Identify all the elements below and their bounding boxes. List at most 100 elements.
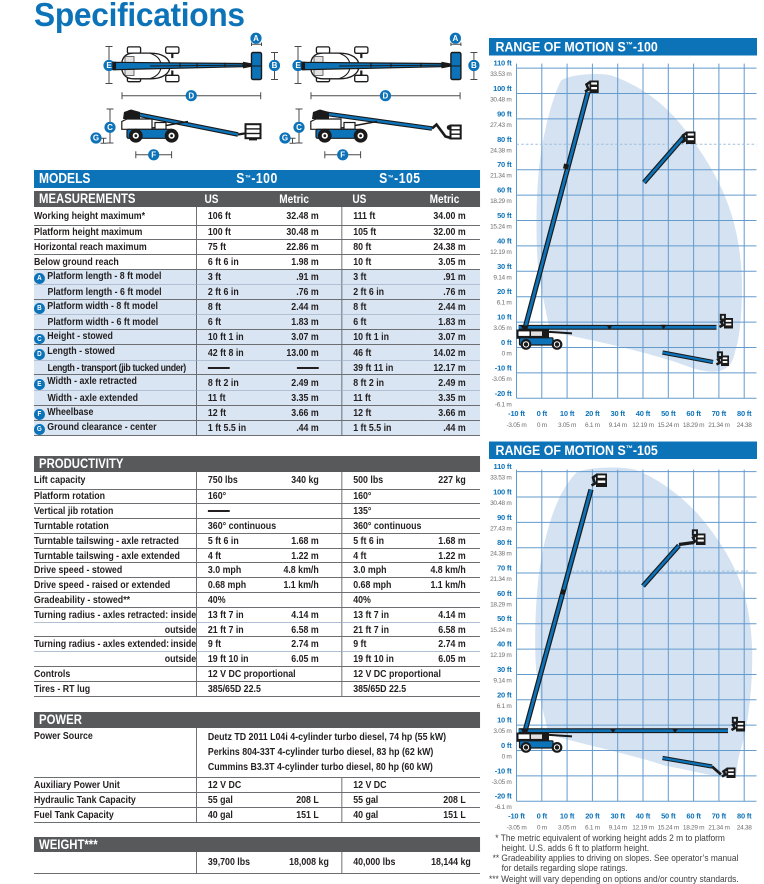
- svg-text:15.24 m: 15.24 m: [490, 224, 511, 231]
- svg-text:70 ft: 70 ft: [497, 160, 512, 169]
- svg-text:12.19 m: 12.19 m: [632, 422, 653, 429]
- svg-text:24.38 m: 24.38 m: [490, 147, 511, 154]
- svg-text:C: C: [107, 123, 113, 132]
- svg-text:18.29 m: 18.29 m: [683, 825, 704, 832]
- svg-text:18.29 m: 18.29 m: [490, 601, 511, 608]
- svg-text:70 ft: 70 ft: [712, 409, 727, 418]
- svg-text:24.38 m: 24.38 m: [490, 551, 511, 558]
- svg-text:21.34 m: 21.34 m: [708, 825, 729, 832]
- svg-text:40 ft: 40 ft: [636, 812, 651, 821]
- svg-text:60 ft: 60 ft: [686, 409, 701, 418]
- svg-text:50 ft: 50 ft: [661, 409, 676, 418]
- svg-text:B: B: [272, 61, 278, 70]
- svg-text:80 ft: 80 ft: [497, 538, 512, 547]
- svg-text:60 ft: 60 ft: [497, 186, 512, 195]
- svg-text:D: D: [383, 91, 389, 100]
- svg-text:100 ft: 100 ft: [493, 488, 512, 497]
- svg-text:80 ft: 80 ft: [737, 409, 752, 418]
- svg-text:12.19 m: 12.19 m: [632, 825, 653, 832]
- svg-text:110 ft: 110 ft: [494, 462, 513, 471]
- svg-text:18.29 m: 18.29 m: [683, 422, 704, 429]
- svg-text:20 ft: 20 ft: [497, 690, 512, 699]
- svg-text:F: F: [340, 150, 345, 159]
- svg-text:C: C: [296, 123, 302, 132]
- svg-text:3.05 m: 3.05 m: [558, 825, 576, 832]
- svg-text:0 ft: 0 ft: [537, 812, 548, 821]
- svg-text:F: F: [151, 150, 156, 159]
- svg-text:A: A: [253, 34, 259, 43]
- svg-text:30 ft: 30 ft: [610, 409, 625, 418]
- svg-text:0 m: 0 m: [537, 825, 547, 832]
- svg-text:-3.05 m: -3.05 m: [492, 376, 512, 383]
- svg-text:50 ft: 50 ft: [497, 211, 512, 220]
- svg-text:0 ft: 0 ft: [537, 409, 548, 418]
- svg-text:G: G: [282, 134, 288, 143]
- svg-text:E: E: [295, 61, 301, 70]
- svg-text:A: A: [453, 34, 459, 43]
- svg-text:0 ft: 0 ft: [501, 338, 512, 347]
- svg-text:27.43 m: 27.43 m: [490, 122, 511, 129]
- svg-text:27.43 m: 27.43 m: [490, 525, 511, 532]
- svg-text:0 ft: 0 ft: [501, 741, 512, 750]
- svg-text:B: B: [471, 61, 477, 70]
- svg-text:3.05 m: 3.05 m: [493, 325, 511, 332]
- svg-text:10 ft: 10 ft: [560, 409, 575, 418]
- svg-text:110 ft: 110 ft: [494, 59, 513, 68]
- svg-text:6.1 m: 6.1 m: [585, 422, 600, 429]
- svg-text:10 ft: 10 ft: [560, 812, 575, 821]
- svg-text:21.34 m: 21.34 m: [490, 576, 511, 583]
- svg-text:20 ft: 20 ft: [585, 812, 600, 821]
- svg-text:G: G: [93, 134, 99, 143]
- svg-text:-3.05 m: -3.05 m: [507, 422, 527, 429]
- svg-text:9.14 m: 9.14 m: [493, 678, 511, 685]
- svg-text:30.48 m: 30.48 m: [490, 97, 511, 104]
- svg-text:15.24 m: 15.24 m: [658, 422, 679, 429]
- svg-text:24.38: 24.38: [737, 422, 752, 429]
- svg-text:30 ft: 30 ft: [610, 812, 625, 821]
- svg-text:-10 ft: -10 ft: [508, 409, 525, 418]
- svg-text:21.34 m: 21.34 m: [490, 173, 511, 180]
- svg-text:40 ft: 40 ft: [497, 640, 512, 649]
- svg-text:6.1 m: 6.1 m: [497, 300, 512, 307]
- svg-text:RANGE OF MOTION S™-100: RANGE OF MOTION S™-100: [496, 39, 658, 55]
- svg-text:-6.1 m: -6.1 m: [495, 401, 512, 408]
- svg-text:80 ft: 80 ft: [497, 135, 512, 144]
- svg-text:E: E: [106, 61, 112, 70]
- svg-text:9.14 m: 9.14 m: [609, 422, 627, 429]
- svg-text:-3.05 m: -3.05 m: [492, 779, 512, 786]
- svg-text:12.19 m: 12.19 m: [490, 249, 511, 256]
- svg-text:D: D: [188, 91, 194, 100]
- svg-text:90 ft: 90 ft: [497, 109, 512, 118]
- svg-text:0 m: 0 m: [502, 754, 512, 761]
- svg-text:80 ft: 80 ft: [737, 812, 752, 821]
- svg-text:30 ft: 30 ft: [497, 665, 512, 674]
- svg-text:10 ft: 10 ft: [497, 716, 512, 725]
- svg-text:33.53 m: 33.53 m: [490, 71, 511, 78]
- svg-text:10 ft: 10 ft: [497, 313, 512, 322]
- svg-text:50 ft: 50 ft: [661, 812, 676, 821]
- svg-text:-20 ft: -20 ft: [495, 792, 512, 801]
- svg-text:-20 ft: -20 ft: [495, 389, 512, 398]
- svg-text:21.34 m: 21.34 m: [708, 422, 729, 429]
- svg-text:40 ft: 40 ft: [636, 409, 651, 418]
- svg-text:40 ft: 40 ft: [497, 236, 512, 245]
- svg-text:60 ft: 60 ft: [497, 589, 512, 598]
- svg-text:9.14 m: 9.14 m: [609, 825, 627, 832]
- svg-text:3.05 m: 3.05 m: [493, 728, 511, 735]
- svg-text:100 ft: 100 ft: [493, 84, 512, 93]
- svg-text:30.48 m: 30.48 m: [490, 500, 511, 507]
- svg-text:3.05 m: 3.05 m: [558, 422, 576, 429]
- svg-text:-3.05 m: -3.05 m: [507, 825, 527, 832]
- svg-text:-10 ft: -10 ft: [495, 363, 512, 372]
- svg-text:90 ft: 90 ft: [497, 513, 512, 522]
- svg-text:15.24 m: 15.24 m: [658, 825, 679, 832]
- svg-text:-10 ft: -10 ft: [508, 812, 525, 821]
- svg-text:0 m: 0 m: [537, 422, 547, 429]
- svg-text:12.19 m: 12.19 m: [490, 652, 511, 659]
- svg-text:-10 ft: -10 ft: [495, 766, 512, 775]
- svg-text:70 ft: 70 ft: [497, 564, 512, 573]
- svg-text:9.14 m: 9.14 m: [493, 274, 511, 281]
- svg-text:33.53 m: 33.53 m: [490, 475, 511, 482]
- svg-text:24.38: 24.38: [737, 825, 752, 832]
- svg-text:6.1 m: 6.1 m: [497, 703, 512, 710]
